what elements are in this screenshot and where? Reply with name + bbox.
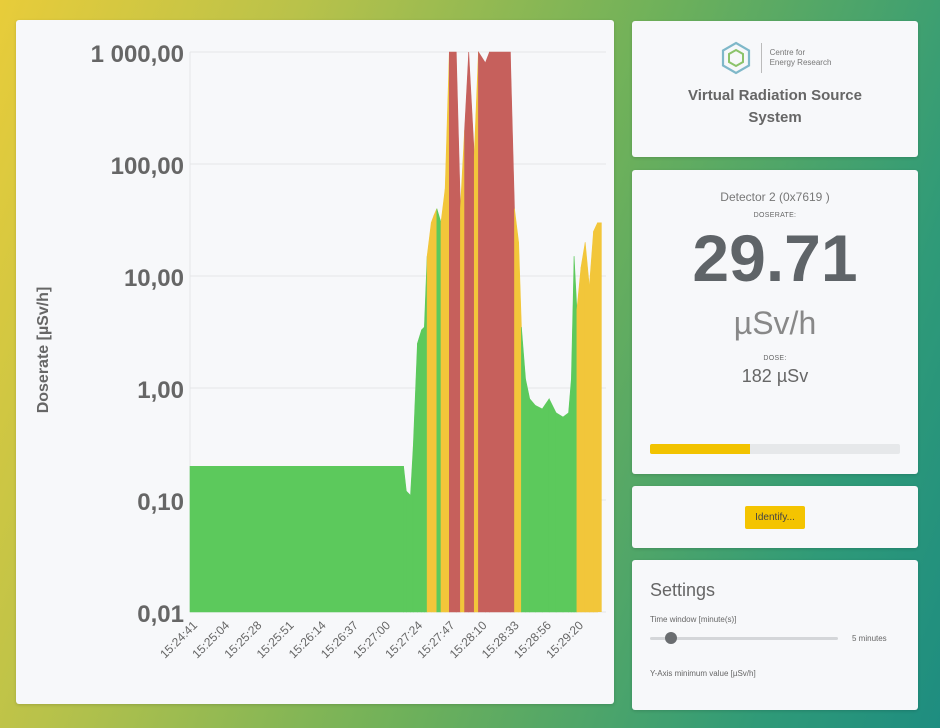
- y-tick-label: 1 000,00: [91, 41, 184, 68]
- doserate-area-segment: [568, 379, 572, 613]
- y-tick-label: 10,00: [124, 265, 184, 292]
- doserate-chart: 0,01 0,10 1,00 10,00 100,00 1 000,00 15:24:41…: [35, 41, 606, 661]
- doserate-area-segment: [580, 242, 586, 613]
- y-axis-ticks: 0,01 0,10 1,00 10,00 100,00 1 000,00: [91, 41, 184, 628]
- time-window-label: Time window [minute(s)]: [650, 615, 737, 624]
- time-window-slider[interactable]: [650, 632, 838, 644]
- dose-value: 182 µSv: [741, 366, 809, 386]
- app-header-panel: Centre for Energy Research Virtual Radia…: [632, 21, 918, 157]
- doserate-area-segment: [406, 490, 411, 613]
- doserate-value: 29.71: [692, 221, 858, 295]
- y-tick-label: 100,00: [111, 153, 184, 180]
- logo-text: Centre for Energy Research: [770, 48, 832, 68]
- doserate-area-segment: [518, 242, 522, 613]
- doserate-unit: µSv/h: [733, 305, 817, 341]
- doserate-area-segment: [473, 51, 479, 613]
- doserate-area-segment: [444, 51, 450, 613]
- doserate-area-segment: [410, 446, 414, 613]
- doserate-area-segment: [576, 267, 582, 613]
- chart-series: [189, 50, 602, 613]
- y-tick-label: 0,10: [137, 489, 184, 516]
- doserate-area-segment: [555, 412, 564, 613]
- doserate-area-segment: [485, 51, 490, 613]
- chart-panel: 0,01 0,10 1,00 10,00 100,00 1 000,00 15:24:41…: [16, 20, 614, 704]
- app-title-line-2: System: [748, 109, 802, 126]
- doserate-area-segment: [478, 50, 486, 613]
- dose-progress-fill: [650, 444, 750, 454]
- doserate-area-segment: [436, 208, 442, 613]
- logo-line-2: Energy Research: [769, 58, 832, 67]
- logo-line-1: Centre for: [769, 48, 806, 57]
- y-axis-label: Doserate [µSv/h]: [35, 287, 52, 414]
- logo-divider: [760, 43, 762, 73]
- doserate-area-segment: [189, 465, 404, 613]
- doserate-area-segment: [584, 242, 590, 613]
- identify-button[interactable]: Identify...: [745, 505, 805, 529]
- doserate-area-segment: [421, 326, 425, 613]
- doserate-area-segment: [433, 208, 438, 613]
- y-tick-label: 0,01: [137, 601, 184, 628]
- time-window-value: 5 minutes: [852, 634, 887, 643]
- doserate-area-segment: [430, 214, 435, 613]
- doserate-area-segment: [529, 398, 536, 613]
- doserate-area-segment: [573, 256, 578, 613]
- doserate-area-segment: [464, 51, 470, 613]
- doserate-area-segment: [514, 208, 519, 613]
- dose-label: DOSE:: [763, 355, 787, 362]
- logo: Centre for Energy Research: [632, 41, 918, 75]
- doserate-area-segment: [597, 222, 602, 612]
- time-window-slider-row: 5 minutes: [650, 632, 918, 644]
- identify-panel: Identify...: [632, 486, 918, 548]
- doserate-area-segment: [510, 51, 515, 613]
- detector-panel: Detector 2 (0x7619 ) DOSERATE: 29.71 µSv…: [632, 170, 918, 474]
- doserate-area-segment: [468, 51, 475, 613]
- dose-progress-bar: [650, 444, 900, 454]
- y-tick-label: 1,00: [137, 377, 184, 404]
- doserate-area-segment: [534, 404, 543, 613]
- doserate-label: DOSERATE:: [753, 212, 797, 219]
- doserate-area-segment: [426, 222, 432, 613]
- settings-panel: Settings Time window [minute(s)] 5 minut…: [632, 560, 918, 710]
- doserate-area-segment: [548, 398, 557, 613]
- hexagon-logo-icon: [721, 41, 750, 75]
- doserate-area-segment: [489, 51, 511, 613]
- doserate-area-segment: [455, 51, 461, 613]
- doserate-area-segment: [449, 51, 457, 613]
- doserate-area-segment: [571, 256, 575, 613]
- doserate-area-segment: [589, 231, 594, 613]
- doserate-area-segment: [593, 222, 598, 613]
- doserate-area-segment: [562, 412, 569, 613]
- doserate-area-segment: [403, 466, 407, 613]
- app-title: Virtual Radiation Source System: [632, 85, 918, 129]
- doserate-area-segment: [412, 343, 418, 613]
- y-axis-min-label: Y-Axis minimum value [µSv/h]: [650, 669, 756, 678]
- time-window-slider-thumb[interactable]: [665, 632, 678, 644]
- doserate-area-segment: [521, 327, 526, 613]
- doserate-area-segment: [460, 130, 465, 613]
- detector-name: Detector 2 (0x7619 ): [720, 190, 830, 204]
- doserate-area-segment: [440, 188, 446, 613]
- doserate-area-segment: [424, 256, 428, 613]
- doserate-area-segment: [417, 329, 422, 613]
- app-title-line-1: Virtual Radiation Source: [688, 87, 862, 104]
- x-axis-ticks: 15:24:4115:25:0415:25:2815:25:5115:26:14…: [157, 618, 586, 661]
- doserate-area-segment: [525, 379, 531, 613]
- settings-title: Settings: [650, 580, 716, 600]
- doserate-area-segment: [541, 397, 550, 613]
